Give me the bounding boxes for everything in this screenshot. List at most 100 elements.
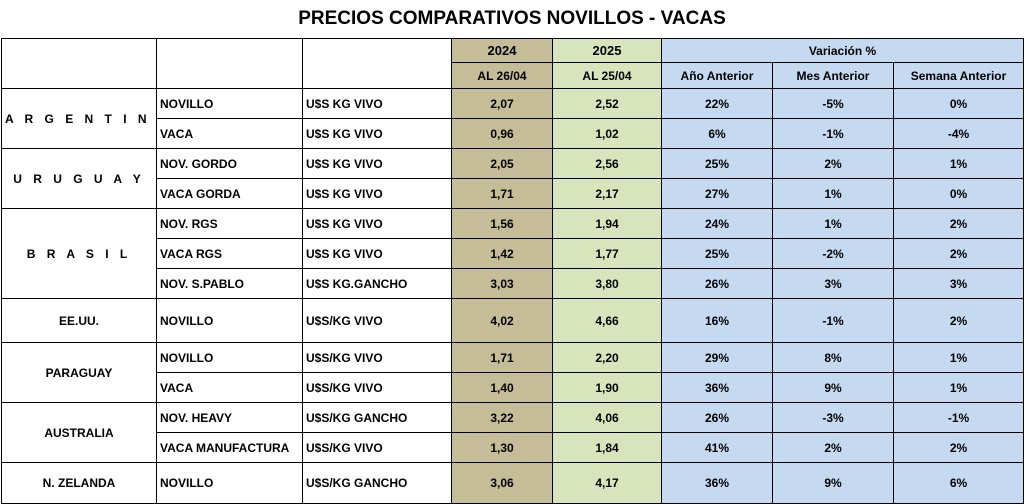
- price-2025-cell: 2,20: [552, 342, 662, 373]
- price-2024-cell: 1,56: [451, 208, 553, 239]
- var-year-cell: 41%: [661, 432, 773, 463]
- unit-cell: U$S KG VIVO: [302, 118, 452, 149]
- header-year-2025: 2025: [552, 38, 662, 63]
- table-row: NOV. S.PABLO U$S KG.GANCHO 3,03 3,80 26%…: [2, 268, 1024, 299]
- var-week-cell: 1%: [892, 372, 1024, 403]
- table-row: VACA U$S KG VIVO 0,96 1,02 6% -1% -4%: [2, 118, 1024, 149]
- price-2025-cell: 4,06: [552, 402, 662, 433]
- var-year-cell: 25%: [661, 238, 773, 269]
- var-week-cell: 3%: [892, 268, 1024, 299]
- unit-cell: U$S/KG GANCHO: [302, 462, 452, 504]
- table-row: PARAGUAY NOVILLO U$S/KG VIVO 1,71 2,20 2…: [1, 342, 1024, 403]
- table-row: VACA RGS U$S KG VIVO 1,42 1,77 25% -2% 2…: [2, 238, 1024, 269]
- country-cell: N. ZELANDA: [1, 462, 157, 504]
- var-year-cell: 24%: [661, 208, 773, 239]
- unit-cell: U$S KG VIVO: [302, 238, 452, 269]
- category-cell: VACA RGS: [156, 238, 303, 269]
- country-cell: B R A S I L: [1, 208, 157, 299]
- category-cell: VACA MANUFACTURA: [156, 432, 303, 463]
- var-year-cell: 22%: [661, 88, 773, 119]
- var-month-cell: 2%: [772, 148, 894, 179]
- price-2025-cell: 3,80: [552, 268, 662, 299]
- price-2025-cell: 1,94: [552, 208, 662, 239]
- price-2024-cell: 1,30: [451, 432, 553, 463]
- var-week-cell: 2%: [892, 432, 1024, 463]
- var-month-cell: 8%: [772, 342, 894, 373]
- var-year-cell: 16%: [661, 298, 773, 343]
- country-cell: U R U G U A Y: [1, 148, 157, 209]
- var-month-cell: -3%: [772, 402, 894, 433]
- var-week-cell: 0%: [892, 178, 1024, 209]
- var-week-cell: 2%: [892, 208, 1024, 239]
- header-variation: Variación %: [660, 38, 1024, 63]
- var-year-cell: 6%: [661, 118, 773, 149]
- price-2024-cell: 3,03: [451, 268, 553, 299]
- header-semana-anterior: Semana Anterior: [892, 62, 1024, 89]
- price-2025-cell: 2,56: [552, 148, 662, 179]
- price-2025-cell: 1,84: [552, 432, 662, 463]
- unit-cell: U$S KG VIVO: [302, 178, 452, 209]
- price-2025-cell: 2,52: [552, 88, 662, 119]
- price-2024-cell: 1,40: [451, 372, 553, 403]
- header-date-2025: AL 25/04: [552, 62, 662, 89]
- price-2024-cell: 2,07: [451, 88, 553, 119]
- category-cell: NOVILLO: [156, 88, 303, 119]
- category-cell: NOV. GORDO: [156, 148, 303, 179]
- header-blank-category: [156, 38, 303, 89]
- price-2025-cell: 4,17: [552, 462, 662, 504]
- country-cell: A R G E N T I N A: [1, 88, 157, 149]
- var-month-cell: 9%: [772, 372, 894, 403]
- var-month-cell: -5%: [772, 88, 894, 119]
- header-year-2024: 2024: [451, 38, 553, 63]
- category-cell: VACA: [156, 118, 303, 149]
- table-row: N. ZELANDA NOVILLO U$S/KG GANCHO 3,06 4,…: [1, 462, 1024, 504]
- table-row: B R A S I L NOV. RGS U$S KG VIVO 1,56 1,…: [1, 208, 1024, 299]
- price-2024-cell: 1,71: [451, 342, 553, 373]
- category-cell: NOVILLO: [156, 342, 303, 373]
- var-month-cell: -1%: [772, 118, 894, 149]
- unit-cell: U$S KG VIVO: [302, 208, 452, 239]
- price-2024-cell: 0,96: [451, 118, 553, 149]
- table-row: A R G E N T I N A NOVILLO U$S KG VIVO 2,…: [1, 88, 1024, 149]
- var-week-cell: -1%: [892, 402, 1024, 433]
- var-week-cell: 0%: [892, 88, 1024, 119]
- price-2025-cell: 4,66: [552, 298, 662, 343]
- price-2025-cell: 1,77: [552, 238, 662, 269]
- header-date-2024: AL 26/04: [451, 62, 553, 89]
- unit-cell: U$S/KG VIVO: [302, 298, 452, 343]
- table-row: EE.UU. NOVILLO U$S/KG VIVO 4,02 4,66 16%…: [1, 298, 1024, 343]
- var-week-cell: 6%: [892, 462, 1024, 504]
- price-2024-cell: 3,06: [451, 462, 553, 504]
- category-cell: VACA GORDA: [156, 178, 303, 209]
- var-week-cell: 1%: [892, 148, 1024, 179]
- category-cell: NOVILLO: [156, 462, 303, 504]
- var-year-cell: 29%: [661, 342, 773, 373]
- price-2024-cell: 3,22: [451, 402, 553, 433]
- unit-cell: U$S KG VIVO: [302, 88, 452, 119]
- var-year-cell: 27%: [661, 178, 773, 209]
- var-year-cell: 25%: [661, 148, 773, 179]
- price-2025-cell: 1,02: [552, 118, 662, 149]
- var-year-cell: 26%: [661, 268, 773, 299]
- unit-cell: U$S/KG GANCHO: [302, 402, 452, 433]
- var-month-cell: -1%: [772, 298, 894, 343]
- price-2025-cell: 2,17: [552, 178, 662, 209]
- page-title: PRECIOS COMPARATIVOS NOVILLOS - VACAS: [298, 8, 726, 29]
- unit-cell: U$S KG.GANCHO: [302, 268, 452, 299]
- var-month-cell: -2%: [772, 238, 894, 269]
- country-cell: PARAGUAY: [1, 342, 157, 403]
- var-month-cell: 9%: [772, 462, 894, 504]
- price-2024-cell: 2,05: [451, 148, 553, 179]
- unit-cell: U$S/KG VIVO: [302, 372, 452, 403]
- unit-cell: U$S/KG VIVO: [302, 432, 452, 463]
- price-2024-cell: 1,71: [451, 178, 553, 209]
- price-2024-cell: 1,42: [451, 238, 553, 269]
- header-blank-unit: [302, 38, 452, 89]
- var-year-cell: 36%: [661, 462, 773, 504]
- var-month-cell: 1%: [772, 208, 894, 239]
- category-cell: NOVILLO: [156, 298, 303, 343]
- var-week-cell: 1%: [892, 342, 1024, 373]
- header-blank-country: [1, 38, 157, 89]
- var-month-cell: 1%: [772, 178, 894, 209]
- unit-cell: U$S KG VIVO: [302, 148, 452, 179]
